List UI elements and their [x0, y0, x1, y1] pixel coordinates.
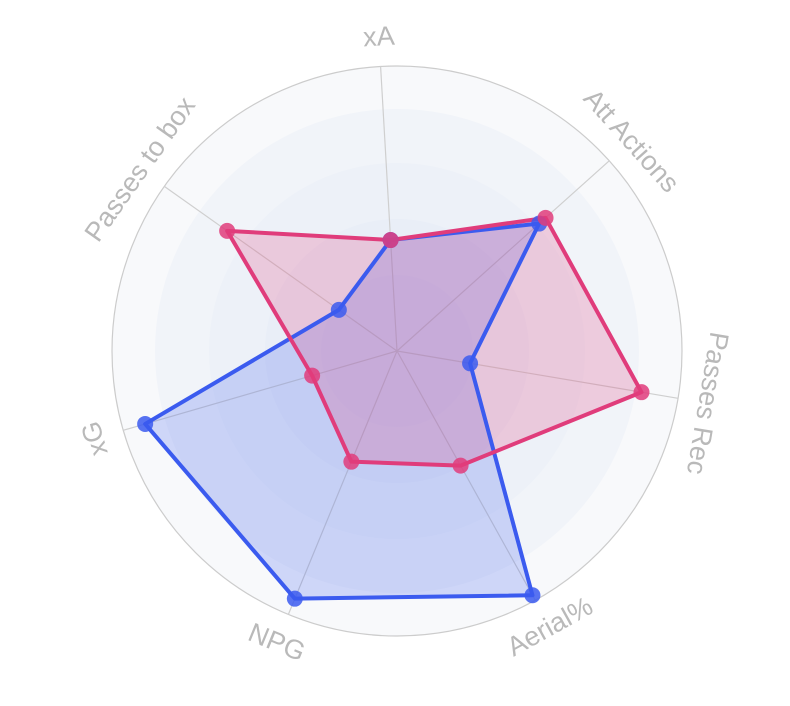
- series-0-point-2[interactable]: [462, 355, 479, 372]
- series-1-point-2[interactable]: [633, 384, 650, 401]
- series-1-point-6[interactable]: [219, 222, 236, 239]
- series-0-point-3[interactable]: [524, 587, 541, 604]
- axis-spoke: [287, 350, 398, 615]
- axis-spoke: [123, 350, 398, 431]
- series-0-point-4[interactable]: [286, 590, 303, 607]
- axis-label: xA: [362, 21, 395, 53]
- series-1-point-1[interactable]: [537, 209, 554, 226]
- axis-spoke: [396, 160, 610, 352]
- radar-series-areas: [143, 215, 644, 601]
- axis-label: NPG: [244, 617, 310, 667]
- axis-label: xG: [75, 418, 113, 460]
- series-1-point-3[interactable]: [452, 457, 469, 474]
- series-1-point-4[interactable]: [343, 453, 360, 470]
- axis-spoke: [396, 350, 536, 601]
- series-0-point-6[interactable]: [330, 301, 347, 318]
- series-1-line: [225, 215, 644, 468]
- axis-label: Passes Rec: [681, 330, 735, 477]
- axis-spoke: [163, 185, 398, 352]
- axis-spoke: [379, 66, 398, 352]
- radar-series-points: [137, 209, 650, 607]
- series-1-point-5[interactable]: [304, 367, 321, 384]
- series-1-point-0[interactable]: [382, 232, 399, 249]
- axis-spoke: [396, 350, 679, 399]
- series-0-line: [143, 221, 542, 601]
- series-1-area: [227, 217, 642, 466]
- series-0-area: [145, 223, 540, 599]
- radar-axis-spokes: [123, 66, 679, 615]
- series-0-point-5[interactable]: [137, 415, 154, 432]
